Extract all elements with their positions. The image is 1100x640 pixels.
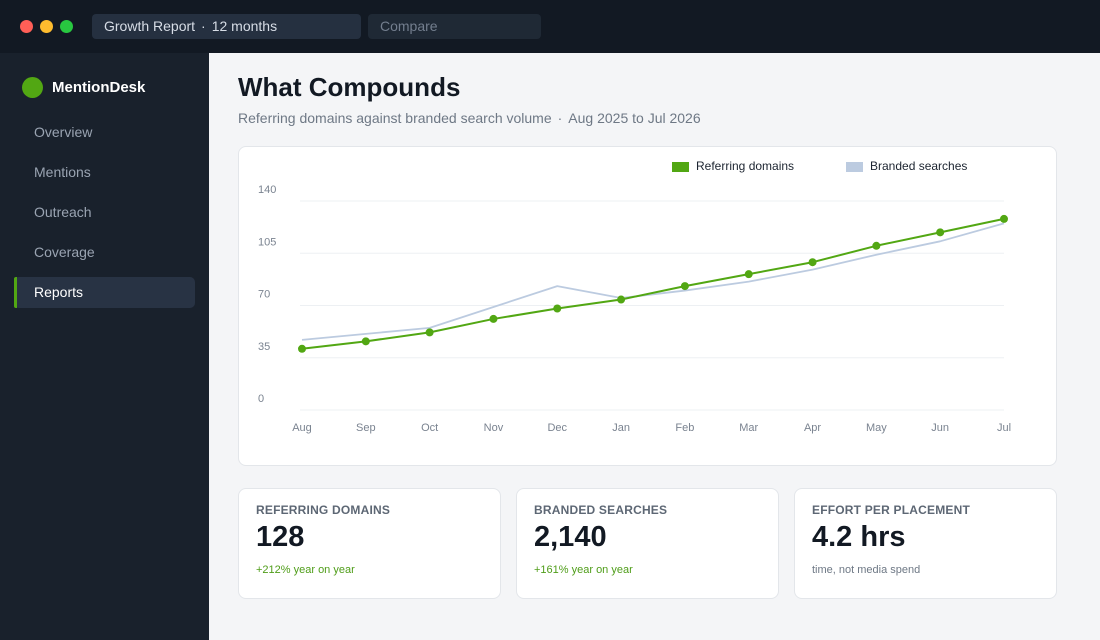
data-point-referring-domains-sep xyxy=(361,337,370,346)
y-tick-label-0: 0 xyxy=(258,393,264,405)
data-point-referring-domains-oct xyxy=(425,328,434,337)
compare-input[interactable]: Compare xyxy=(368,14,541,39)
growth-line-chart: 0 35 70 105 140 Aug Sep Oct Nov Dec Jan Feb Mar Apr Ma… xyxy=(258,184,1011,434)
maximize-window-button[interactable] xyxy=(60,20,73,33)
report-period: 12 months xyxy=(211,18,278,34)
report-name: Growth Report xyxy=(104,18,196,34)
data-point-referring-domains-aug xyxy=(298,344,306,353)
data-point-referring-domains-jul xyxy=(1000,214,1008,223)
sidebar-item-reports[interactable]: Reports xyxy=(14,277,195,308)
series-line-branded-searches xyxy=(301,222,1005,341)
y-tick-label-140: 140 xyxy=(258,184,276,196)
stat-value: 4.2 hrs xyxy=(812,521,906,553)
stat-value: 128 xyxy=(256,521,305,553)
report-selector[interactable]: Growth Report · 12 months xyxy=(92,14,361,39)
stat-card-effort-per-placement: EFFORT PER PLACEMENT 4.2 hrs time, not m… xyxy=(794,488,1057,599)
sidebar-item-overview[interactable]: Overview xyxy=(34,124,93,140)
x-tick-label-dec: Dec xyxy=(547,422,567,434)
data-point-referring-domains-apr xyxy=(808,258,817,267)
sidebar-item-outreach[interactable]: Outreach xyxy=(34,204,92,220)
data-point-referring-domains-jun xyxy=(936,228,945,237)
x-tick-label-aug: Aug xyxy=(292,422,312,434)
sidebar: MentionDesk Overview Mentions Outreach C… xyxy=(0,53,209,640)
stat-note: +161% year on year xyxy=(534,564,633,576)
stat-value: 2,140 xyxy=(534,521,607,553)
x-tick-label-apr: Apr xyxy=(804,422,821,434)
stat-note: time, not media spend xyxy=(812,564,921,576)
data-point-referring-domains-feb xyxy=(680,282,689,291)
y-tick-label-35: 35 xyxy=(258,341,270,353)
legend-swatch-referring-domains xyxy=(672,162,689,172)
sidebar-item-mentions[interactable]: Mentions xyxy=(34,164,91,180)
page-subtitle: Referring domains against branded search… xyxy=(238,110,701,126)
stat-label: BRANDED SEARCHES xyxy=(534,503,668,517)
subtitle-description: Referring domains against branded search… xyxy=(238,110,552,126)
page-title: What Compounds xyxy=(238,72,461,102)
stat-label: EFFORT PER PLACEMENT xyxy=(812,503,971,517)
y-tick-label-105: 105 xyxy=(258,236,276,248)
sidebar-item-coverage[interactable]: Coverage xyxy=(34,244,95,260)
legend-item-referring-domains[interactable]: Referring domains xyxy=(672,159,794,173)
y-tick-label-70: 70 xyxy=(258,289,270,301)
growth-chart-card: Referring domains Branded searches 0 35 70… xyxy=(238,146,1057,466)
brand-name: MentionDesk xyxy=(52,79,146,96)
series-line-referring-domains xyxy=(301,217,1005,350)
stat-card-branded-searches: BRANDED SEARCHES 2,140 +161% year on yea… xyxy=(516,488,779,599)
x-tick-label-nov: Nov xyxy=(484,422,504,434)
data-point-referring-domains-jan xyxy=(617,295,626,304)
stat-card-referring-domains: REFERRING DOMAINS 128 +212% year on year xyxy=(238,488,501,599)
data-point-referring-domains-dec xyxy=(553,304,562,313)
legend-item-branded-searches[interactable]: Branded searches xyxy=(846,159,967,173)
x-tick-label-feb: Feb xyxy=(675,422,694,434)
subtitle-separator: · xyxy=(557,110,563,126)
brand-logo-icon xyxy=(22,77,43,98)
legend-swatch-branded-searches xyxy=(846,162,863,172)
close-window-button[interactable] xyxy=(20,20,33,33)
brand[interactable]: MentionDesk xyxy=(22,77,145,98)
legend-label-referring-domains: Referring domains xyxy=(696,159,795,173)
data-point-referring-domains-nov xyxy=(489,314,498,323)
window-titlebar: Growth Report · 12 months Compare xyxy=(0,0,1100,53)
x-tick-label-sep: Sep xyxy=(356,422,376,434)
x-tick-label-oct: Oct xyxy=(421,422,438,434)
x-tick-label-jan: Jan xyxy=(612,422,630,434)
data-point-referring-domains-mar xyxy=(744,270,753,279)
subtitle-range: Aug 2025 to Jul 2026 xyxy=(568,110,701,126)
x-tick-label-jun: Jun xyxy=(931,422,949,434)
x-tick-label-jul: Jul xyxy=(997,422,1011,434)
data-point-referring-domains-may xyxy=(872,241,881,250)
x-tick-label-mar: Mar xyxy=(739,422,758,434)
legend-label-branded-searches: Branded searches xyxy=(870,159,968,173)
report-separator: · xyxy=(201,18,206,34)
stat-label: REFERRING DOMAINS xyxy=(256,503,391,517)
minimize-window-button[interactable] xyxy=(40,20,53,33)
x-tick-label-may: May xyxy=(866,422,887,434)
sidebar-nav: Overview Mentions Outreach Coverage Repo… xyxy=(14,117,195,317)
stat-note: +212% year on year xyxy=(256,564,355,576)
